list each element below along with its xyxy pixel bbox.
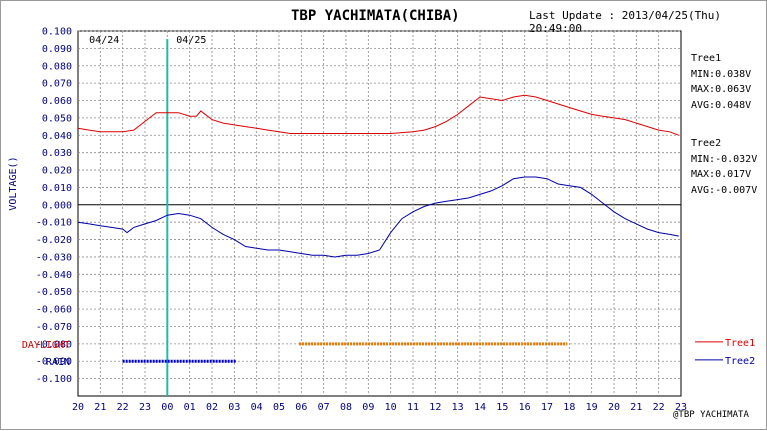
y-tick-label: 0.020 bbox=[42, 166, 72, 177]
x-tick-label: 03 bbox=[228, 402, 240, 413]
date-label: 04/25 bbox=[176, 35, 206, 46]
y-tick-label: 0.010 bbox=[42, 183, 72, 194]
last-update-text: Last Update : 2013/04/25(Thu) 20:49:00 bbox=[529, 9, 722, 35]
rain-label: RAIN bbox=[46, 357, 70, 368]
x-tick-label: 04 bbox=[251, 402, 263, 413]
y-tick-label: 0.080 bbox=[42, 61, 72, 72]
tree1-stats-max: MAX:0.063V bbox=[691, 84, 752, 95]
plot-area bbox=[77, 30, 682, 397]
y-tick-label: 0.030 bbox=[42, 148, 72, 159]
y-tick-label: 0.050 bbox=[42, 113, 72, 124]
daylight-label: DAYLIGHT bbox=[22, 340, 70, 351]
y-tick-label: -0.030 bbox=[36, 252, 72, 263]
tree2-stats-name: Tree2 bbox=[691, 138, 722, 149]
x-tick-label: 08 bbox=[340, 402, 352, 413]
tree2-stats-avg: AVG:-0.007V bbox=[691, 184, 758, 196]
x-tick-label: 16 bbox=[519, 402, 531, 413]
y-tick-label: -0.090 bbox=[36, 357, 72, 368]
chart-title: TBP YACHIMATA(CHIBA) bbox=[291, 8, 460, 24]
legend-label: Tree1 bbox=[725, 338, 755, 349]
tree1-stats-avg: AVG:0.048V bbox=[691, 99, 752, 111]
x-tick-label: 00 bbox=[161, 402, 173, 413]
y-tick-label: -0.070 bbox=[36, 322, 72, 333]
y-tick-label: -0.100 bbox=[36, 374, 72, 385]
x-tick-label: 14 bbox=[474, 402, 486, 413]
tree1-stats-min: MIN:0.038V bbox=[691, 68, 752, 80]
tree2-stats-max: MAX:0.017V bbox=[691, 169, 752, 180]
x-tick-label: 09 bbox=[362, 402, 374, 413]
x-tick-label: 07 bbox=[318, 402, 330, 413]
x-tick-label: 21 bbox=[630, 402, 642, 413]
date-label: 04/24 bbox=[89, 35, 119, 46]
x-tick-label: 05 bbox=[273, 402, 285, 413]
y-axis-label: VOLTAGE() bbox=[8, 156, 19, 210]
series-line-tree2 bbox=[77, 176, 679, 258]
x-tick-label: 13 bbox=[452, 402, 464, 413]
y-tick-label: -0.080 bbox=[36, 339, 72, 350]
y-tick-label: -0.020 bbox=[36, 235, 72, 246]
tree1-stats-name: Tree1 bbox=[691, 53, 722, 64]
x-tick-label: 12 bbox=[429, 402, 441, 413]
y-tick-label: -0.040 bbox=[36, 270, 72, 281]
credit-text: @TBP YACHIMATA bbox=[673, 410, 749, 420]
y-tick-label: 0.100 bbox=[42, 27, 72, 38]
x-tick-label: 06 bbox=[295, 402, 307, 413]
y-tick-label: 0.070 bbox=[42, 79, 72, 90]
y-tick-label: 0.060 bbox=[42, 96, 72, 107]
x-tick-label: 22 bbox=[653, 402, 665, 413]
x-tick-label: 22 bbox=[117, 402, 129, 413]
x-tick-label: 20 bbox=[72, 402, 84, 413]
tree2-stats-min: MIN:-0.032V bbox=[691, 153, 758, 165]
y-tick-label: -0.050 bbox=[36, 287, 72, 298]
y-tick-label: 0.000 bbox=[42, 200, 72, 211]
x-tick-label: 17 bbox=[541, 402, 553, 413]
x-tick-label: 21 bbox=[94, 402, 106, 413]
x-tick-label: 11 bbox=[407, 402, 419, 413]
x-tick-label: 19 bbox=[586, 402, 598, 413]
x-tick-label: 23 bbox=[675, 402, 687, 413]
y-tick-label: 0.040 bbox=[42, 131, 72, 142]
x-tick-label: 20 bbox=[608, 402, 620, 413]
y-tick-label: -0.060 bbox=[36, 305, 72, 316]
x-tick-label: 02 bbox=[206, 402, 218, 413]
x-tick-label: 10 bbox=[385, 402, 397, 413]
y-tick-label: -0.010 bbox=[36, 218, 72, 229]
y-tick-label: 0.090 bbox=[42, 44, 72, 55]
x-tick-label: 18 bbox=[563, 402, 575, 413]
x-tick-label: 23 bbox=[139, 402, 151, 413]
x-tick-label: 01 bbox=[184, 402, 196, 413]
series-line-tree1 bbox=[77, 94, 679, 136]
tree2-stats: Tree2 MIN:-0.032V MAX:0.017V AVG:-0.007V bbox=[691, 136, 757, 198]
tree1-stats: Tree1 MIN:0.038V MAX:0.063V AVG:0.048V bbox=[691, 51, 751, 113]
x-tick-label: 15 bbox=[496, 402, 508, 413]
legend-label: Tree2 bbox=[725, 356, 755, 367]
